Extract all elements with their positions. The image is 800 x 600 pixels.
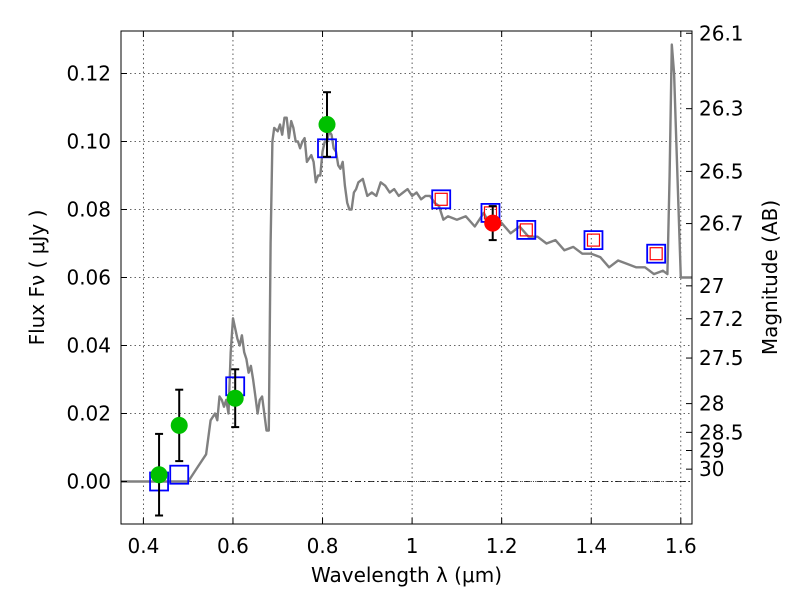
x-tick-label: 1 xyxy=(406,534,419,558)
sed-model-line xyxy=(121,43,692,483)
right-tick-label: 26.3 xyxy=(699,97,744,121)
model-square-point xyxy=(646,243,667,264)
x-tick-label: 1.4 xyxy=(575,534,607,558)
x-tick-label: 1.6 xyxy=(665,534,697,558)
x-axis-label: Wavelength λ (μm) xyxy=(311,563,502,587)
y-axis-label: Flux Fν ( μJy ) xyxy=(25,210,49,346)
observed-square-point xyxy=(434,192,448,206)
right-tick-label: 27.5 xyxy=(699,346,744,370)
model-square-point xyxy=(516,219,537,240)
model-square-point xyxy=(583,230,604,251)
right-tick-label: 26.5 xyxy=(699,159,744,183)
x-tick-label: 0.4 xyxy=(127,534,159,558)
y-tick-label: 0.10 xyxy=(66,130,111,154)
x-tick-label: 0.6 xyxy=(217,534,249,558)
y-tick-label: 0.06 xyxy=(66,266,111,290)
observed-square-point xyxy=(586,233,601,247)
y-tick-label: 0.04 xyxy=(66,334,111,358)
right-tick-label: 28 xyxy=(699,392,724,416)
plot-area xyxy=(121,43,692,517)
y-tick-label: 0.00 xyxy=(66,470,111,494)
observed-square-point xyxy=(649,247,663,261)
right-tick-label: 27.2 xyxy=(699,307,744,331)
right-tick-label: 29 xyxy=(699,438,724,462)
y-axis-right-label: Magnitude (AB) xyxy=(758,200,782,355)
x-tick-label: 0.8 xyxy=(307,534,339,558)
y-tick-label: 0.08 xyxy=(66,198,111,222)
y-tick-label: 0.12 xyxy=(66,62,111,86)
right-tick-label: 28.5 xyxy=(699,420,744,444)
observed-square-point xyxy=(519,223,533,237)
model-square-point xyxy=(431,189,452,210)
axis-ticks: 0.4 0.6 0.8 1 1.2 1.4 1.6 0.00 0.02 0.04 0.06 0.08 0… xyxy=(66,21,743,558)
x-tick-label: 1.2 xyxy=(486,534,518,558)
green-data-point xyxy=(226,389,244,407)
right-tick-label: 30 xyxy=(699,457,724,481)
red-data-point xyxy=(484,214,502,232)
green-data-point xyxy=(170,416,188,434)
y-tick-label: 0.02 xyxy=(66,402,111,426)
right-tick-label: 26.7 xyxy=(699,212,744,236)
green-data-point xyxy=(318,116,336,133)
right-tick-label: 27 xyxy=(699,274,724,298)
model-square-point xyxy=(169,464,190,485)
right-tick-label: 26.1 xyxy=(699,21,744,45)
green-data-point xyxy=(150,466,168,484)
